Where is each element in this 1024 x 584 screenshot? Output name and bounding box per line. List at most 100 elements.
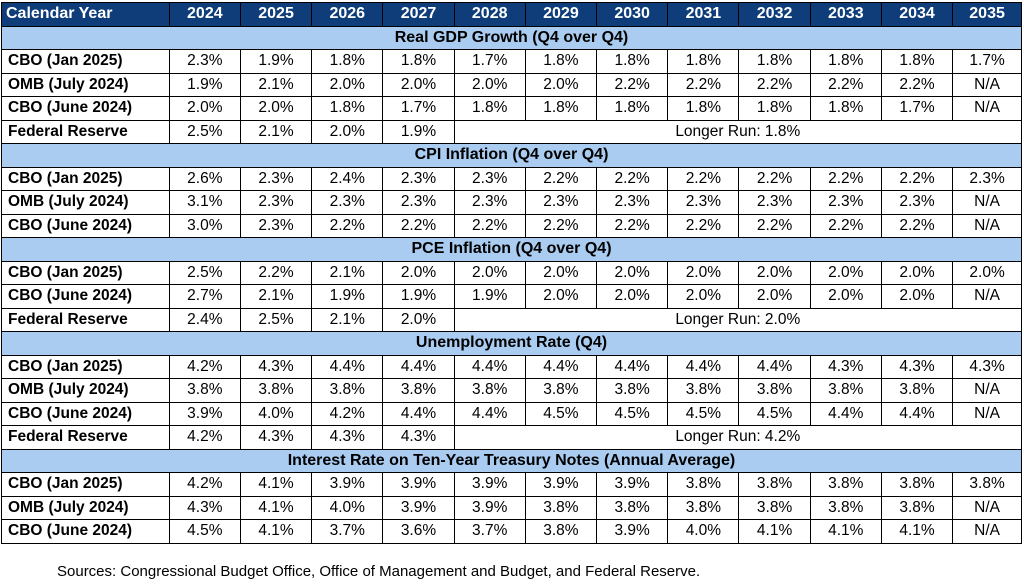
section-header-row: CPI Inflation (Q4 over Q4): [1, 143, 1022, 168]
table-row: Federal Reserve 2.4% 2.5% 2.1% 2.0% Longer Ru…: [1, 307, 1023, 332]
table-cell: 2.2%: [596, 213, 669, 238]
table-cell: 4.3%: [382, 425, 455, 450]
table-cell: 4.4%: [382, 401, 455, 426]
table-cell: 1.8%: [738, 49, 811, 74]
table-cell: 2.0%: [453, 260, 526, 285]
row-label: CBO (June 2024): [1, 519, 170, 544]
table-cell: 2.4%: [311, 166, 384, 191]
table-cell: 3.0%: [168, 213, 241, 238]
header-year: 2035: [952, 2, 1022, 27]
table-cell: 2.2%: [809, 213, 882, 238]
table-cell: 1.9%: [311, 284, 384, 309]
table-cell: 2.0%: [168, 96, 241, 121]
row-label: OMB (July 2024): [1, 190, 170, 215]
table-cell: 2.2%: [667, 72, 740, 97]
table-cell: 1.8%: [809, 49, 882, 74]
row-label: OMB (July 2024): [1, 378, 170, 403]
table-cell: 1.8%: [524, 96, 598, 121]
table-cell: 1.8%: [809, 96, 882, 121]
table-cell: 4.4%: [453, 354, 526, 379]
table-cell: 2.0%: [239, 96, 313, 121]
table-cell: 3.8%: [809, 378, 882, 403]
table-cell: 1.8%: [596, 96, 669, 121]
table-cell: 4.4%: [809, 401, 882, 426]
table-cell: 4.4%: [880, 401, 954, 426]
row-label: CBO (June 2024): [1, 401, 170, 426]
table-cell: N/A: [952, 72, 1022, 97]
table-cell: 3.8%: [168, 378, 241, 403]
table-cell: N/A: [952, 190, 1022, 215]
table-row: OMB (July 2024) 1.9% 2.1% 2.0% 2.0% 2.0% 2.0% 2…: [1, 72, 1022, 97]
table-cell: 3.9%: [524, 472, 598, 497]
table-cell: 2.5%: [168, 119, 241, 144]
table-row: CBO (June 2024) 4.5% 4.1% 3.7% 3.6% 3.7% 3.8% 3…: [1, 519, 1022, 544]
table-cell: 4.4%: [311, 354, 384, 379]
table-cell: 3.8%: [880, 378, 954, 403]
table-cell: 1.9%: [453, 284, 526, 309]
table-cell: 4.4%: [453, 401, 526, 426]
table-cell: 2.2%: [311, 213, 384, 238]
table-cell: 4.2%: [168, 472, 241, 497]
table-cell: 2.3%: [952, 166, 1022, 191]
table-cell: N/A: [952, 519, 1022, 544]
table-cell: 1.8%: [311, 96, 384, 121]
table-cell: 2.2%: [382, 213, 455, 238]
header-calendar-year: Calendar Year: [1, 2, 170, 27]
table-cell: 2.0%: [667, 284, 740, 309]
table-cell: 2.3%: [239, 190, 313, 215]
section-title: Unemployment Rate (Q4): [1, 331, 1022, 356]
table-cell: 4.1%: [239, 495, 313, 520]
table-cell: 4.1%: [738, 519, 811, 544]
table-cell: 4.1%: [239, 472, 313, 497]
header-year: 2031: [667, 2, 740, 27]
table-cell: 2.0%: [382, 72, 455, 97]
table-cell: 2.2%: [667, 213, 740, 238]
table-cell: 3.8%: [880, 472, 954, 497]
longer-run-cell: Longer Run: 4.2%: [453, 425, 1023, 450]
table-cell: N/A: [952, 401, 1022, 426]
header-year: 2027: [382, 2, 455, 27]
longer-run-cell: Longer Run: 2.0%: [453, 307, 1023, 332]
table-cell: 4.3%: [952, 354, 1022, 379]
table-cell: 2.0%: [880, 284, 954, 309]
table-cell: 2.2%: [738, 213, 811, 238]
table-cell: 2.2%: [596, 166, 669, 191]
table-cell: 3.8%: [738, 495, 811, 520]
table-cell: 4.2%: [168, 354, 241, 379]
table-cell: 4.4%: [738, 354, 811, 379]
row-label: CBO (Jan 2025): [1, 166, 170, 191]
table-cell: 3.8%: [453, 378, 526, 403]
table-cell: 2.3%: [453, 166, 526, 191]
table-cell: 2.3%: [382, 190, 455, 215]
table-cell: 2.7%: [168, 284, 241, 309]
table-row: CBO (Jan 2025) 2.6% 2.3% 2.4% 2.3% 2.3% 2.2% 2.…: [1, 166, 1022, 191]
table-cell: 2.2%: [524, 213, 598, 238]
table-cell: 2.0%: [596, 260, 669, 285]
row-label: OMB (July 2024): [1, 495, 170, 520]
table-cell: 2.3%: [524, 190, 598, 215]
table-cell: 4.0%: [311, 495, 384, 520]
row-label: CBO (Jan 2025): [1, 49, 170, 74]
table-cell: 2.5%: [239, 307, 313, 332]
table-cell: 3.8%: [311, 378, 384, 403]
table-row: OMB (July 2024) 4.3% 4.1% 4.0% 3.9% 3.9% 3.8% 3…: [1, 495, 1022, 520]
section-title: CPI Inflation (Q4 over Q4): [1, 143, 1022, 168]
table-cell: 2.1%: [239, 119, 313, 144]
table-cell: 2.3%: [311, 190, 384, 215]
table-cell: 1.9%: [239, 49, 313, 74]
table-cell: 1.9%: [168, 72, 241, 97]
table-row: Federal Reserve 4.2% 4.3% 4.3% 4.3% Longer Ru…: [1, 425, 1023, 450]
table-cell: 1.8%: [880, 49, 954, 74]
table-cell: 1.8%: [667, 96, 740, 121]
header-year: 2025: [239, 2, 313, 27]
table-cell: 4.1%: [880, 519, 954, 544]
table-cell: 3.8%: [738, 472, 811, 497]
table-cell: 3.8%: [880, 495, 954, 520]
table-cell: 2.3%: [738, 190, 811, 215]
table-cell: 2.0%: [524, 284, 598, 309]
table-cell: 3.8%: [596, 495, 669, 520]
table-row: CBO (Jan 2025) 4.2% 4.1% 3.9% 3.9% 3.9% 3.9% 3.…: [1, 472, 1022, 497]
table-cell: 2.3%: [880, 190, 954, 215]
table-cell: 1.8%: [311, 49, 384, 74]
table-cell: 4.5%: [596, 401, 669, 426]
